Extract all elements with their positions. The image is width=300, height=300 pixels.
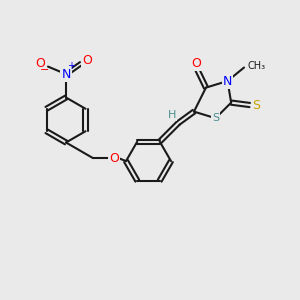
- Text: N: N: [223, 74, 232, 88]
- Text: N: N: [61, 68, 71, 81]
- Text: H: H: [168, 110, 176, 120]
- Text: O: O: [36, 57, 45, 70]
- Text: S: S: [252, 98, 260, 112]
- Text: −: −: [40, 65, 49, 76]
- Text: S: S: [212, 113, 219, 123]
- Text: CH₃: CH₃: [248, 61, 266, 71]
- Text: +: +: [68, 61, 75, 71]
- Text: O: O: [191, 57, 201, 70]
- Text: O: O: [83, 54, 92, 67]
- Text: O: O: [109, 152, 119, 165]
